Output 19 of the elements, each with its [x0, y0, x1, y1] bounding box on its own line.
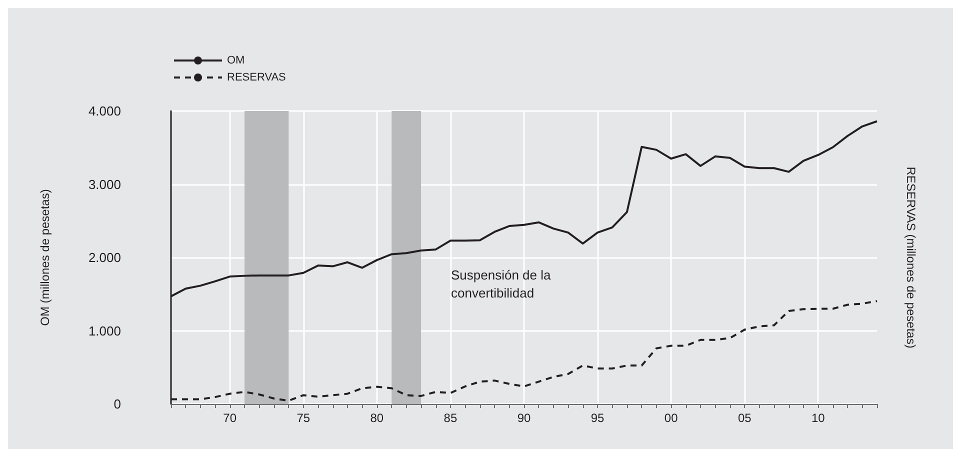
x-tick-label: 00 — [664, 411, 678, 425]
x-tick-label: 05 — [738, 411, 752, 425]
y-tick-label: 2.000 — [88, 250, 121, 265]
legend-label: OM — [227, 54, 245, 66]
x-tick-label: 95 — [590, 411, 605, 425]
x-tick-label: 70 — [223, 411, 237, 425]
annotation: Suspensión de la convertibilidad — [451, 268, 554, 300]
x-tick-label: 90 — [517, 411, 531, 425]
y-tick-label: 0 — [114, 396, 121, 412]
x-tick-label: 75 — [296, 411, 310, 425]
legend-label: RESERVAS — [227, 72, 286, 84]
y-tick-label: 4.000 — [88, 104, 121, 118]
y-axis-title: OM (millones de pesetas) — [38, 189, 52, 326]
y-tick-label: 1.000 — [88, 323, 121, 338]
y-tick-label: 3.000 — [88, 176, 121, 192]
x-tick-label: 10 — [811, 411, 826, 425]
y2-axis-title: RESERVAS (millones de pesetas) — [904, 166, 918, 348]
x-tick-label: 80 — [370, 411, 384, 425]
x-tick-label: 85 — [444, 411, 458, 425]
